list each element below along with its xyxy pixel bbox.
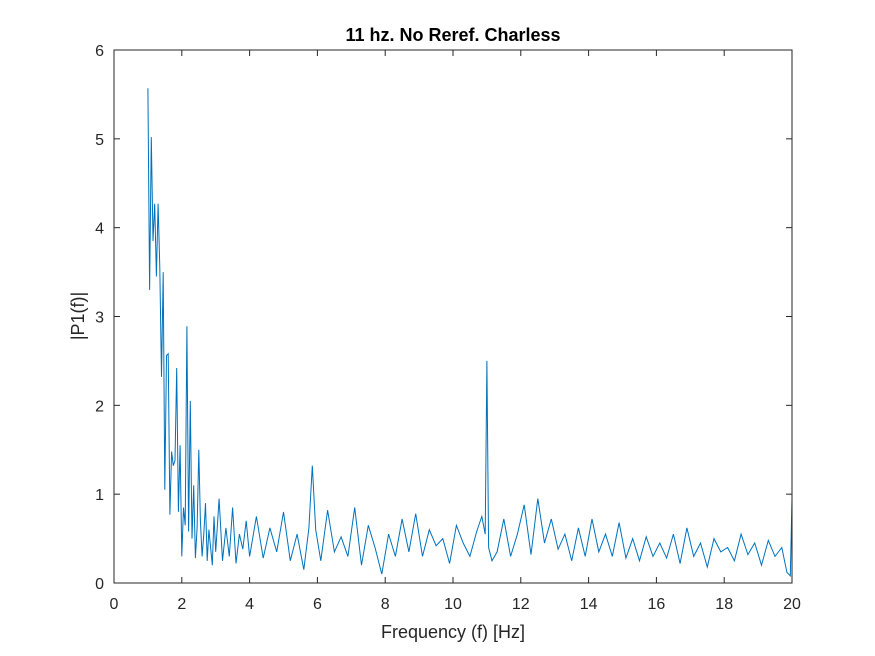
- x-tick-label: 16: [648, 596, 666, 613]
- x-tick-label: 12: [512, 596, 530, 613]
- y-tick-label: 6: [95, 43, 104, 60]
- chart-title: 11 hz. No Reref. Charless: [345, 25, 560, 45]
- x-tick-label: 10: [444, 596, 462, 613]
- x-tick-label: 0: [110, 596, 119, 613]
- x-tick-label: 2: [177, 596, 186, 613]
- x-axis-label: Frequency (f) [Hz]: [381, 622, 525, 642]
- y-tick-label: 5: [95, 132, 104, 149]
- x-tick-label: 14: [580, 596, 598, 613]
- y-tick-label: 4: [95, 221, 104, 238]
- x-tick-label: 20: [783, 596, 801, 613]
- x-tick-label: 18: [715, 596, 733, 613]
- series-line: [147, 88, 793, 578]
- y-tick-label: 2: [95, 398, 104, 415]
- y-tick-label: 1: [95, 487, 104, 504]
- y-tick-label: 0: [95, 576, 104, 593]
- y-tick-label: 3: [95, 310, 104, 327]
- x-tick-label: 6: [313, 596, 322, 613]
- x-tick-label: 8: [381, 596, 390, 613]
- axes-box: [113, 49, 793, 584]
- x-tick-label: 4: [245, 596, 254, 613]
- y-axis-label: |P1(f)|: [68, 292, 88, 340]
